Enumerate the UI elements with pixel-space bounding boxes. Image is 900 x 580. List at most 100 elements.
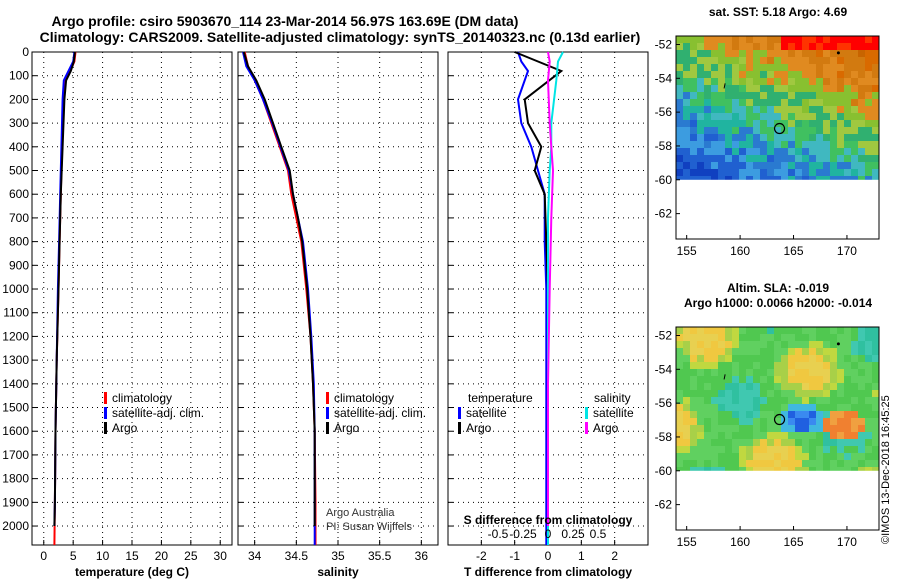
map-cell bbox=[774, 439, 781, 446]
map-cell bbox=[732, 411, 739, 418]
map-cell bbox=[802, 43, 809, 50]
map-cell bbox=[732, 327, 739, 334]
map-cell bbox=[760, 127, 767, 134]
map-cell bbox=[725, 404, 732, 411]
map-cell bbox=[683, 43, 690, 50]
map-cell bbox=[830, 169, 837, 176]
map-cell bbox=[760, 176, 767, 180]
map-cell bbox=[844, 383, 851, 390]
map-cell bbox=[781, 369, 788, 376]
map-cell bbox=[711, 36, 718, 43]
map-cell bbox=[732, 162, 739, 169]
map-cell bbox=[816, 383, 823, 390]
map-cell bbox=[753, 155, 760, 162]
map-cell bbox=[788, 64, 795, 71]
map-cell bbox=[767, 453, 774, 460]
map-cell bbox=[851, 341, 858, 348]
map-cell bbox=[774, 383, 781, 390]
map-y-tick-label: -54 bbox=[655, 71, 673, 85]
map-cell bbox=[809, 446, 816, 453]
map-cell bbox=[795, 43, 802, 50]
map-cell bbox=[802, 439, 809, 446]
map-cell bbox=[788, 418, 795, 425]
map-y-tick-label: -60 bbox=[655, 173, 673, 187]
map-cell bbox=[851, 99, 858, 106]
map-cell bbox=[718, 376, 725, 383]
map-cell bbox=[711, 439, 718, 446]
map-cell bbox=[823, 376, 830, 383]
map-x-tick-label: 160 bbox=[730, 244, 750, 258]
map-cell bbox=[746, 348, 753, 355]
map-cell bbox=[788, 113, 795, 120]
map-cell bbox=[697, 113, 704, 120]
x-tick-label: 0 bbox=[545, 549, 552, 563]
map-cell bbox=[802, 460, 809, 467]
map-cell bbox=[746, 453, 753, 460]
map-cell bbox=[816, 120, 823, 127]
sst-map-panel: sat. SST: 5.18 Argo: 4.69 155 160 165 170 -52… bbox=[655, 5, 880, 258]
map-cell bbox=[872, 36, 879, 43]
y-tick-label: 100 bbox=[9, 69, 29, 83]
map-cell bbox=[704, 162, 711, 169]
map-cell bbox=[816, 341, 823, 348]
map-cell bbox=[865, 432, 872, 439]
map-cell bbox=[809, 362, 816, 369]
map-cell bbox=[851, 120, 858, 127]
map-cell bbox=[837, 348, 844, 355]
credit-line1: Argo Australia bbox=[326, 507, 395, 519]
map-cell bbox=[774, 334, 781, 341]
map-cell bbox=[837, 432, 844, 439]
map-cell bbox=[823, 418, 830, 425]
map-cell bbox=[858, 432, 865, 439]
map-cell bbox=[760, 362, 767, 369]
map-cell bbox=[739, 383, 746, 390]
map-cell bbox=[732, 432, 739, 439]
map-cell bbox=[732, 36, 739, 43]
map-cell bbox=[732, 106, 739, 113]
map-cell bbox=[767, 432, 774, 439]
map-cell bbox=[809, 432, 816, 439]
map-cell bbox=[746, 71, 753, 78]
map-cell bbox=[690, 99, 697, 106]
map-cell bbox=[837, 120, 844, 127]
map-cell bbox=[851, 92, 858, 99]
map-cell bbox=[732, 439, 739, 446]
map-cell bbox=[711, 369, 718, 376]
map-cell bbox=[858, 127, 865, 134]
map-cell bbox=[739, 432, 746, 439]
map-cell bbox=[816, 327, 823, 334]
map-cell bbox=[767, 64, 774, 71]
map-cell bbox=[760, 99, 767, 106]
map-cell bbox=[788, 99, 795, 106]
map-cell bbox=[690, 348, 697, 355]
map-cell bbox=[711, 341, 718, 348]
map-cell bbox=[830, 460, 837, 467]
map-cell bbox=[697, 99, 704, 106]
map-cell bbox=[767, 36, 774, 43]
map-cell bbox=[774, 134, 781, 141]
map-cell bbox=[809, 134, 816, 141]
map-cell bbox=[795, 369, 802, 376]
map-cell bbox=[851, 390, 858, 397]
map-cell bbox=[767, 404, 774, 411]
map-cell bbox=[816, 369, 823, 376]
map-cell bbox=[711, 127, 718, 134]
map-cell bbox=[683, 148, 690, 155]
map-cell bbox=[774, 176, 781, 180]
map-cell bbox=[781, 348, 788, 355]
map-cell bbox=[676, 92, 683, 99]
map-cell bbox=[844, 467, 851, 471]
map-cell bbox=[823, 460, 830, 467]
map-cell bbox=[837, 467, 844, 471]
map-cell bbox=[858, 99, 865, 106]
plot-frame bbox=[31, 51, 233, 546]
map-cell bbox=[788, 85, 795, 92]
map-cell bbox=[690, 376, 697, 383]
x-tick-label: 30 bbox=[214, 549, 228, 563]
map-cell bbox=[774, 99, 781, 106]
map-cell bbox=[704, 43, 711, 50]
x-tick-label: 10 bbox=[96, 549, 110, 563]
x-tick-label: 20 bbox=[155, 549, 169, 563]
map-cell bbox=[830, 446, 837, 453]
map-cell bbox=[837, 446, 844, 453]
